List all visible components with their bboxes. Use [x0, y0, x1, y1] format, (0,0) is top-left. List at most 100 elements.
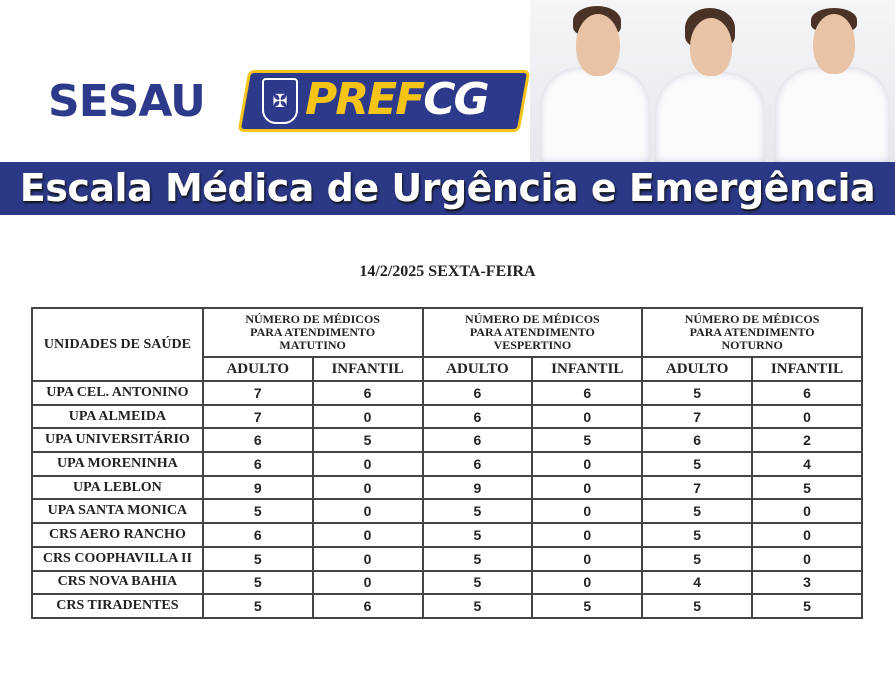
adulto-count: 5 [421, 522, 534, 548]
table-row: CRS NOVA BAHIA 5 0 5 0 4 3 [31, 569, 863, 596]
unit-name: UPA MORENINHA [31, 451, 204, 477]
adulto-count: 6 [201, 427, 314, 454]
infantil-count: 0 [531, 545, 644, 572]
adulto-count: 6 [421, 403, 534, 430]
infantil-count: 6 [311, 380, 424, 406]
adulto-count: 5 [201, 569, 314, 596]
table-row: UPA UNIVERSITÁRIO 6 5 6 5 6 2 [31, 427, 863, 454]
group-label: NÚMERO DE MÉDICOS PARA ATENDIMENTO NOTUR… [684, 312, 820, 352]
table-row: CRS AERO RANCHO 6 0 5 0 5 0 [31, 522, 863, 548]
sub-header-adulto: ADULTO [201, 356, 314, 382]
sesau-logo: SESAU [48, 76, 206, 127]
adulto-count: 5 [641, 545, 754, 572]
adulto-count: 5 [641, 380, 754, 406]
header: SESAU ✠ PREFCG Escala Médica de Urgência… [0, 0, 895, 230]
sub-header-infantil: INFANTIL [751, 356, 863, 382]
adulto-count: 7 [201, 403, 314, 430]
adulto-count: 9 [421, 474, 534, 501]
infantil-count: 4 [751, 451, 863, 477]
adulto-count: 5 [421, 498, 534, 525]
adulto-count: 5 [641, 593, 754, 619]
table-row: CRS TIRADENTES 5 6 5 5 5 5 [31, 593, 863, 619]
adulto-count: 5 [201, 593, 314, 619]
infantil-count: 0 [531, 522, 644, 548]
infantil-count: 0 [531, 451, 644, 477]
table-row: UPA LEBLON 9 0 9 0 7 5 [31, 474, 863, 501]
group-header-vespertino: NÚMERO DE MÉDICOS PARA ATENDIMENTO VESPE… [421, 307, 644, 358]
unit-name: UPA SANTA MONICA [31, 498, 204, 525]
infantil-count: 0 [751, 522, 863, 548]
table-row: UPA SANTA MONICA 5 0 5 0 5 0 [31, 498, 863, 525]
adulto-count: 5 [421, 545, 534, 572]
infantil-count: 2 [751, 427, 863, 454]
unit-name: UPA UNIVERSITÁRIO [31, 427, 204, 454]
group-header-noturno: NÚMERO DE MÉDICOS PARA ATENDIMENTO NOTUR… [641, 307, 863, 358]
infantil-count: 0 [311, 522, 424, 548]
table-row: UPA CEL. ANTONINO 7 6 6 6 5 6 [31, 380, 863, 406]
table-row: UPA ALMEIDA 7 0 6 0 7 0 [31, 403, 863, 430]
adulto-count: 7 [641, 403, 754, 430]
schedule-table: UNIDADES DE SAÚDE NÚMERO DE MÉDICOS PARA… [31, 307, 863, 619]
adulto-count: 7 [641, 474, 754, 501]
infantil-count: 0 [531, 474, 644, 501]
infantil-count: 5 [311, 427, 424, 454]
unit-name: CRS TIRADENTES [31, 593, 204, 619]
sub-header-infantil: INFANTIL [531, 356, 644, 382]
adulto-count: 5 [421, 569, 534, 596]
unit-name: UPA LEBLON [31, 474, 204, 501]
group-label: NÚMERO DE MÉDICOS PARA ATENDIMENTO VESPE… [465, 312, 600, 352]
adulto-count: 9 [201, 474, 314, 501]
adulto-count: 5 [201, 545, 314, 572]
infantil-count: 3 [751, 569, 863, 596]
prefcg-logo-cg: CG [423, 74, 489, 125]
infantil-count: 5 [531, 593, 644, 619]
infantil-count: 0 [311, 451, 424, 477]
infantil-count: 0 [751, 545, 863, 572]
infantil-count: 0 [311, 545, 424, 572]
infantil-count: 0 [751, 403, 863, 430]
unit-header: UNIDADES DE SAÚDE [31, 307, 204, 382]
adulto-count: 6 [201, 451, 314, 477]
sub-header-infantil: INFANTIL [311, 356, 424, 382]
city-crest-icon: ✠ [262, 78, 298, 124]
infantil-count: 0 [751, 498, 863, 525]
unit-name: UPA CEL. ANTONINO [31, 380, 204, 406]
adulto-count: 7 [201, 380, 314, 406]
adulto-count: 6 [421, 451, 534, 477]
infantil-count: 5 [751, 593, 863, 619]
adulto-count: 5 [641, 498, 754, 525]
unit-name: UPA ALMEIDA [31, 403, 204, 430]
sub-header-adulto: ADULTO [421, 356, 534, 382]
infantil-count: 6 [311, 593, 424, 619]
adulto-count: 5 [641, 522, 754, 548]
infantil-count: 0 [311, 498, 424, 525]
infantil-count: 0 [531, 403, 644, 430]
infantil-count: 0 [311, 474, 424, 501]
table-row: UPA MORENINHA 6 0 6 0 5 4 [31, 451, 863, 477]
infantil-count: 6 [751, 380, 863, 406]
adulto-count: 6 [421, 380, 534, 406]
adulto-count: 5 [201, 498, 314, 525]
infantil-count: 5 [531, 427, 644, 454]
group-header-matutino: NÚMERO DE MÉDICOS PARA ATENDIMENTO MATUT… [201, 307, 424, 358]
prefcg-logo-text: PREFCG [305, 74, 490, 125]
infantil-count: 6 [531, 380, 644, 406]
adulto-count: 5 [421, 593, 534, 619]
sub-header-adulto: ADULTO [641, 356, 754, 382]
unit-name: CRS AERO RANCHO [31, 522, 204, 548]
infantil-count: 0 [531, 498, 644, 525]
group-label: NÚMERO DE MÉDICOS PARA ATENDIMENTO MATUT… [245, 312, 380, 352]
adulto-count: 4 [641, 569, 754, 596]
infantil-count: 5 [751, 474, 863, 501]
adulto-count: 6 [201, 522, 314, 548]
table-row: CRS COOPHAVILLA II 5 0 5 0 5 0 [31, 545, 863, 572]
schedule-date: 14/2/2025 SEXTA-FEIRA [359, 263, 536, 280]
unit-name: CRS COOPHAVILLA II [31, 545, 204, 572]
adulto-count: 5 [641, 451, 754, 477]
infantil-count: 0 [531, 569, 644, 596]
adulto-count: 6 [421, 427, 534, 454]
infantil-count: 0 [311, 569, 424, 596]
doctors-photo [530, 0, 895, 162]
banner-title: Escala Médica de Urgência e Emergência [0, 162, 895, 215]
adulto-count: 6 [641, 427, 754, 454]
